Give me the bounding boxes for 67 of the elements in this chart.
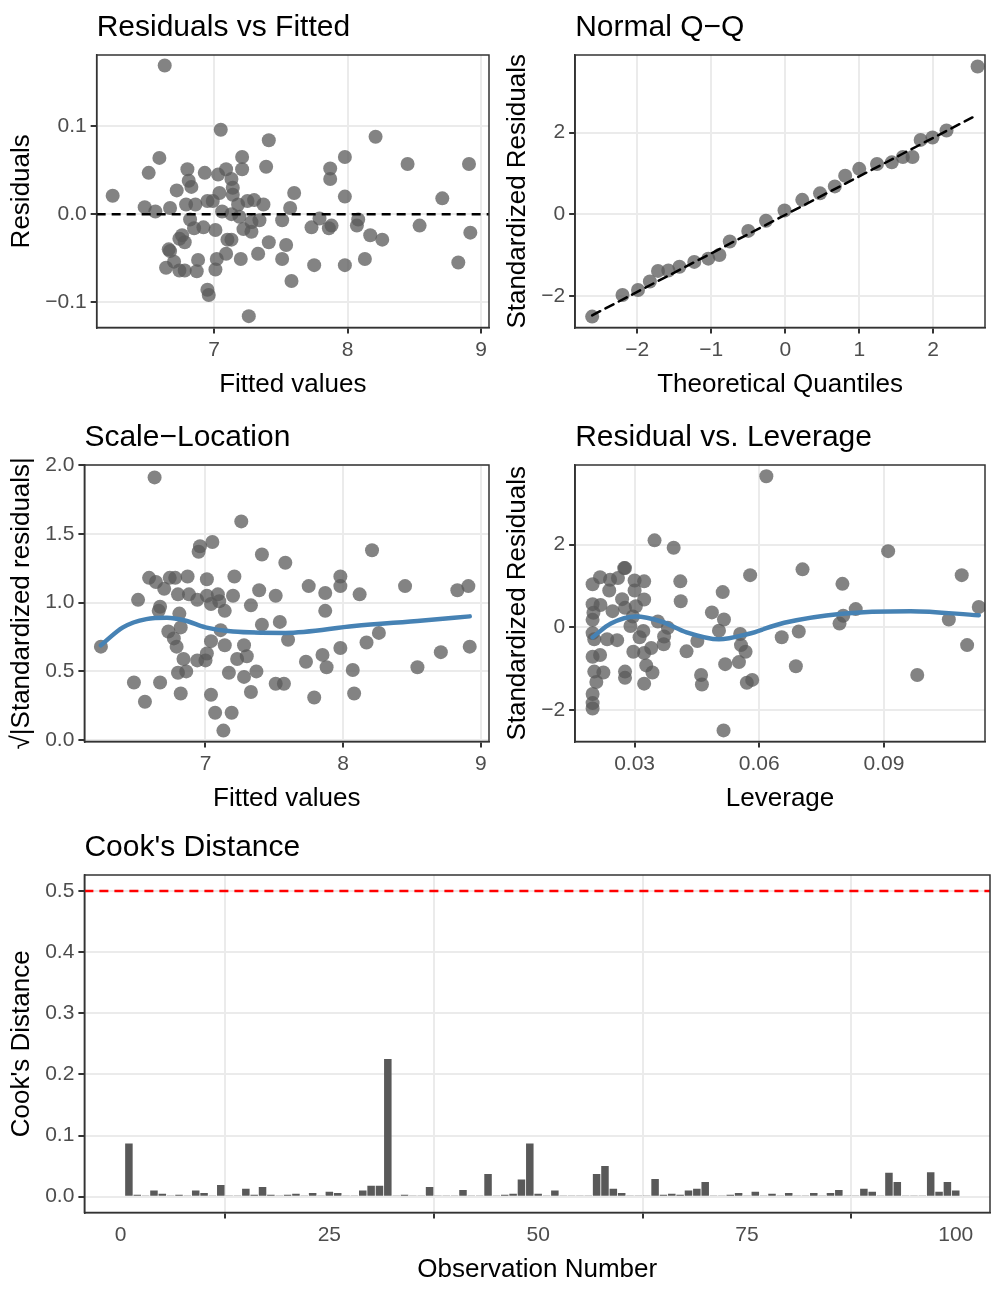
x-tick-label: 7 [199, 751, 212, 774]
x-tick-label: 50 [526, 1222, 550, 1245]
x-tick-label: 0 [114, 1222, 127, 1245]
bar [308, 1193, 317, 1196]
x-tick-label: 0 [779, 337, 792, 360]
x-tick-label: −1 [699, 337, 724, 360]
x-tick-label: 7 [208, 337, 220, 360]
y-tick-label: 0.4 [45, 938, 75, 962]
bar [751, 1191, 760, 1196]
y-tick-label: 0.0 [57, 200, 87, 224]
bar [484, 1174, 492, 1196]
x-tick-label: 0.09 [863, 751, 905, 774]
y-tick-label: −2 [541, 696, 566, 720]
y-tick-label: 0.1 [57, 113, 87, 137]
x-tick-label: 8 [337, 751, 349, 774]
y-tick-label: −0.1 [45, 288, 87, 312]
x-tick-label: 0.06 [738, 751, 780, 774]
y-tick-label: 0.5 [45, 658, 75, 682]
bar [217, 1185, 225, 1196]
y-tick-label: 0.2 [45, 1061, 75, 1085]
x-axis-title: Fitted values [219, 367, 367, 398]
x-axis-title: Fitted values [212, 781, 361, 812]
x-tick-label: 1 [853, 337, 866, 360]
y-axis-title: Standardized Residuals [500, 53, 531, 329]
x-tick-label: 100 [938, 1222, 974, 1245]
x-axis-title: Leverage [725, 781, 835, 812]
x-tick-label: 0.03 [614, 751, 656, 774]
y-tick-label: 1.5 [45, 520, 75, 544]
chart-title: Cook's Distance [84, 829, 301, 863]
y-tick-label: 1.0 [45, 589, 75, 613]
x-tick-label: −2 [625, 337, 650, 360]
x-axis-title: Observation Number [417, 1252, 658, 1283]
y-tick-label: 2 [553, 531, 566, 555]
y-axis-title: Cook's Distance [4, 950, 35, 1138]
y-tick-label: 2 [553, 119, 566, 143]
chart-title: Scale−Location [84, 419, 291, 453]
y-tick-label: 0.0 [45, 727, 75, 751]
x-tick-label: 8 [341, 337, 354, 360]
x-tick-label: 9 [474, 751, 487, 774]
y-tick-label: 0 [553, 200, 566, 224]
y-axis-title: √|Standardized residuals| [4, 457, 35, 750]
point [795, 192, 810, 207]
y-tick-label: −2 [541, 282, 566, 306]
chart-title: Residual vs. Leverage [575, 419, 872, 453]
point [970, 59, 985, 74]
y-axis-title: Standardized Residuals [500, 465, 531, 741]
x-tick-label: 2 [927, 337, 940, 360]
point [838, 168, 853, 183]
point [905, 150, 920, 165]
bar [768, 1193, 776, 1196]
y-tick-label: 0.3 [45, 1000, 75, 1024]
x-tick-label: 75 [735, 1222, 759, 1245]
y-axis-title: Residuals [4, 134, 35, 249]
y-tick-label: 0.5 [45, 877, 75, 901]
y-tick-label: 0.1 [45, 1122, 75, 1146]
y-tick-label: 0.0 [45, 1183, 75, 1207]
y-tick-label: 0 [553, 614, 566, 638]
y-tick-label: 2.0 [45, 451, 75, 475]
bar [784, 1193, 793, 1196]
bar [425, 1186, 434, 1196]
point [852, 161, 867, 176]
x-axis-title: Theoretical Quantiles [657, 367, 903, 398]
x-tick-label: 9 [475, 337, 487, 360]
bar [459, 1189, 467, 1196]
chart-title: Residuals vs Fitted [96, 9, 351, 43]
chart-title: Normal Q−Q [575, 9, 745, 43]
x-tick-label: 25 [317, 1222, 342, 1245]
